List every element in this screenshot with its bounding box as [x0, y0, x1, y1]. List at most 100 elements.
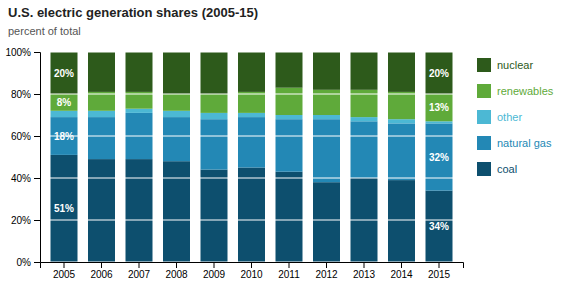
tick-mark — [251, 262, 252, 268]
tick-mark — [326, 262, 327, 268]
legend-label: natural gas — [497, 137, 552, 149]
bar — [388, 123, 415, 180]
tick-label: 2008 — [165, 269, 188, 280]
plot: 0%20%40%60%80%100%2005200620072008200920… — [5, 47, 463, 280]
tick-mark — [34, 136, 40, 137]
tick-label: 2009 — [203, 269, 226, 280]
tick: 2012 — [315, 262, 338, 280]
bar — [388, 180, 415, 262]
bar — [201, 52, 228, 94]
bar — [163, 94, 190, 111]
bar — [351, 117, 378, 121]
tick-mark — [34, 262, 40, 263]
grid — [40, 52, 463, 262]
bar — [163, 111, 190, 117]
data-labels: 51% 34% 18% 32% 8% 13% 20% 20% — [54, 68, 449, 232]
bar — [88, 92, 115, 111]
tick: 0% — [17, 257, 40, 268]
legend-item: nuclear — [477, 58, 533, 72]
bar — [313, 52, 340, 90]
bar — [238, 113, 265, 117]
data-label: 13% — [429, 102, 449, 113]
bar — [276, 88, 303, 115]
tick-mark — [401, 262, 402, 268]
tick: 60% — [11, 131, 40, 142]
grid-line — [40, 178, 463, 179]
tick: 2011 — [278, 262, 300, 280]
legend-item: natural gas — [477, 136, 552, 150]
tick-mark — [34, 52, 40, 53]
tick-label: 80% — [11, 89, 31, 100]
bar — [163, 161, 190, 262]
grid-line — [40, 52, 463, 53]
tick-label: 2010 — [240, 269, 263, 280]
bar — [276, 119, 303, 172]
bar — [201, 170, 228, 262]
tick-mark — [214, 262, 215, 268]
data-label: 20% — [54, 68, 74, 79]
bar — [426, 52, 453, 94]
tick: 2008 — [165, 262, 188, 280]
legend-label: coal — [497, 163, 517, 175]
bar — [351, 52, 378, 90]
legend-item: coal — [477, 162, 517, 176]
title: U.S. electric generation shares (2005-15… — [8, 5, 258, 20]
tick-label: 2007 — [128, 269, 151, 280]
bar — [126, 159, 153, 262]
bar — [163, 117, 190, 161]
legend-swatch — [477, 162, 491, 176]
legend-swatch — [477, 58, 491, 72]
bar — [51, 52, 78, 94]
tick: 2009 — [203, 262, 226, 280]
tick: 40% — [11, 173, 40, 184]
bar — [238, 92, 265, 113]
bar — [201, 113, 228, 119]
tick-mark — [101, 262, 102, 268]
legend-item: other — [477, 110, 522, 124]
data-label: 20% — [429, 68, 449, 79]
data-label: 34% — [429, 221, 449, 232]
legend: nuclearrenewablesothernatural gascoal — [477, 58, 554, 176]
data-label: 32% — [429, 152, 449, 163]
x-axis: 2005 2006 2007 2008 2009 2010 2011 2012 2013 2014… — [41, 262, 464, 280]
bar — [276, 115, 303, 119]
tick: 2013 — [353, 262, 376, 280]
bar — [238, 168, 265, 263]
bars — [51, 52, 453, 262]
bar — [88, 159, 115, 262]
bar — [126, 109, 153, 113]
data-label: 18% — [54, 131, 74, 142]
bar — [238, 117, 265, 167]
tick-mark — [439, 262, 440, 268]
bar — [388, 52, 415, 92]
legend-swatch — [477, 84, 491, 98]
tick: 100% — [5, 47, 40, 58]
tick-label: 2013 — [353, 269, 376, 280]
series — [51, 113, 453, 191]
axis-line — [34, 53, 41, 263]
tick: 2014 — [390, 262, 413, 280]
tick-mark — [289, 262, 290, 268]
bar — [388, 92, 415, 119]
bar — [388, 119, 415, 123]
tick: 2006 — [90, 262, 113, 280]
subtitle: percent of total — [8, 25, 81, 37]
bar — [351, 121, 378, 178]
bar — [426, 121, 453, 123]
bar — [313, 119, 340, 182]
tick-label: 2005 — [53, 269, 76, 280]
bar — [51, 155, 78, 262]
bar — [426, 123, 453, 190]
tick-mark — [364, 262, 365, 268]
tick-label: 100% — [5, 47, 31, 58]
bar — [426, 191, 453, 262]
tick-label: 0% — [17, 257, 32, 268]
tick-label: 2011 — [278, 269, 300, 280]
data-label: 51% — [54, 203, 74, 214]
data-label: 8% — [57, 97, 72, 108]
tick-label: 2015 — [428, 269, 451, 280]
tick-mark — [34, 178, 40, 179]
tick: 2015 — [428, 262, 451, 280]
chart: U.S. electric generation shares (2005-15… — [0, 0, 575, 286]
bar — [51, 94, 78, 111]
